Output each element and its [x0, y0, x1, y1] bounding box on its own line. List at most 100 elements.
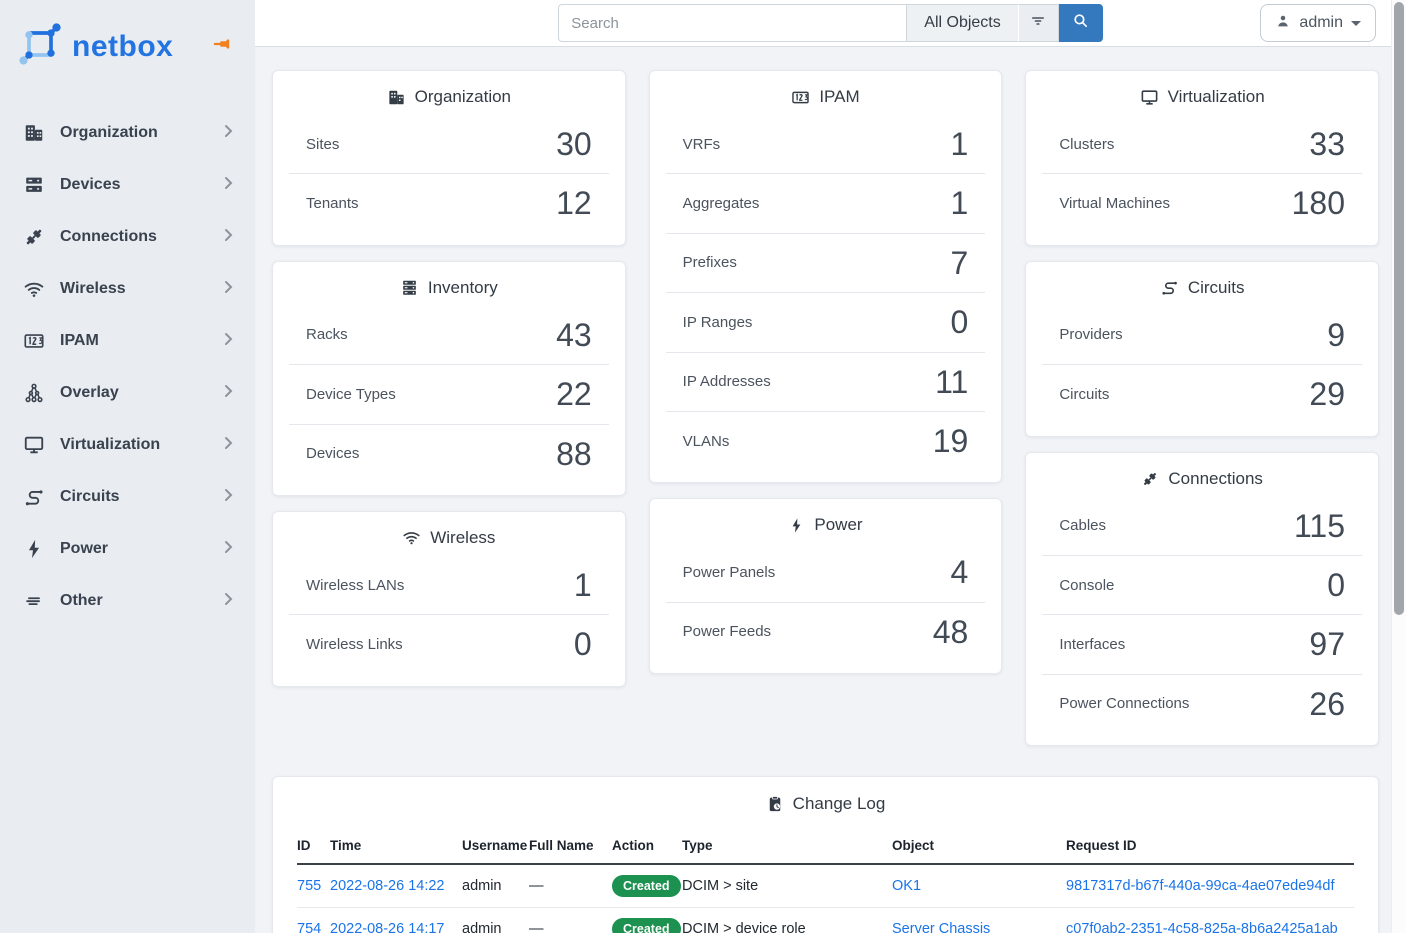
topbar: All Objects admin	[255, 0, 1406, 47]
stat-row-clusters[interactable]: Clusters 33	[1042, 115, 1362, 173]
search-button[interactable]	[1058, 4, 1103, 42]
scrollbar[interactable]	[1391, 0, 1406, 933]
main-area: All Objects admin	[255, 0, 1406, 933]
sidebar-item-virtualization[interactable]: Virtualization	[0, 419, 255, 471]
stat-row-ip-addresses[interactable]: IP Addresses 11	[665, 351, 986, 411]
stat-value: 1	[573, 566, 592, 603]
scrollbar-thumb[interactable]	[1394, 2, 1404, 615]
chevron-right-icon	[224, 384, 233, 403]
card-inventory: Inventory Racks 43 Device Types 22 Devic…	[272, 260, 626, 496]
search-scope-dropdown[interactable]: All Objects	[906, 4, 1018, 42]
stat-row-aggregates[interactable]: Aggregates 1	[665, 173, 986, 232]
sidebar-item-circuits[interactable]: Circuits	[0, 471, 255, 523]
stat-row-providers[interactable]: Providers 9	[1042, 306, 1362, 364]
stat-row-racks[interactable]: Racks 43	[289, 306, 609, 364]
change-full-name: —	[529, 878, 544, 895]
change-object-link[interactable]: Server Chassis	[892, 921, 991, 933]
stat-row-vlans[interactable]: VLANs 19	[665, 410, 986, 470]
stat-row-power-feeds[interactable]: Power Feeds 48	[665, 601, 986, 661]
route-icon	[22, 485, 46, 509]
stat-row-power-connections[interactable]: Power Connections 26	[1042, 673, 1362, 733]
change-log-table: ID Time Username Full Name Action Type O…	[297, 830, 1354, 933]
col-header-type[interactable]: Type	[682, 830, 892, 866]
graph-icon	[22, 381, 46, 405]
card-header: IPAM	[650, 71, 1002, 115]
sidebar-item-label: Other	[60, 592, 103, 609]
stats-column-3: Virtualization Clusters 33 Virtual Machi…	[1025, 70, 1379, 747]
col-header-time[interactable]: Time	[330, 830, 462, 866]
stat-row-device-types[interactable]: Device Types 22	[289, 364, 609, 423]
sidebar-item-devices[interactable]: Devices	[0, 159, 255, 211]
stat-row-tenants[interactable]: Tenants 12	[289, 173, 609, 232]
stat-row-prefixes[interactable]: Prefixes 7	[665, 232, 986, 292]
bolt-icon	[22, 537, 46, 561]
dashboard: Organization Sites 30 Tenants 12	[255, 47, 1406, 933]
stat-row-devices[interactable]: Devices 88	[289, 423, 609, 483]
logo-row: netbox	[0, 14, 255, 85]
stat-row-circuits[interactable]: Circuits 29	[1042, 364, 1362, 423]
stat-row-power-panels[interactable]: Power Panels 4	[666, 543, 986, 601]
stat-value: 4	[950, 554, 969, 591]
stat-value: 180	[1291, 185, 1345, 222]
stat-row-sites[interactable]: Sites 30	[289, 115, 609, 173]
col-header-id[interactable]: ID	[297, 830, 330, 866]
change-id-link[interactable]: 754	[297, 921, 322, 933]
stat-label: Clusters	[1059, 135, 1115, 153]
change-time-link[interactable]: 2022-08-26 14:22	[330, 878, 445, 895]
search-input[interactable]	[558, 4, 907, 42]
col-header-username[interactable]: Username	[462, 830, 529, 866]
stat-label: Device Types	[306, 385, 396, 403]
counter-icon	[22, 329, 46, 353]
col-header-object[interactable]: Object	[892, 830, 1066, 866]
filter-icon	[1029, 12, 1047, 35]
stat-value: 1	[950, 185, 969, 222]
chevron-right-icon	[224, 592, 233, 611]
change-time-link[interactable]: 2022-08-26 14:17	[330, 921, 445, 933]
stat-label: VLANs	[682, 432, 730, 450]
card-header: Connections	[1026, 453, 1378, 497]
stat-label: Console	[1059, 576, 1115, 594]
sidebar-item-other[interactable]: Other	[0, 575, 255, 627]
change-request-id-link[interactable]: c07f0ab2-2351-4c58-825a-8b6a2425a1ab	[1066, 921, 1338, 933]
card-title: IPAM	[819, 87, 860, 106]
change-id-link[interactable]: 755	[297, 878, 322, 895]
sidebar-item-power[interactable]: Power	[0, 523, 255, 575]
stat-row-virtual-machines[interactable]: Virtual Machines 180	[1042, 173, 1362, 232]
brand-name[interactable]: netbox	[72, 29, 174, 63]
filter-button[interactable]	[1017, 4, 1059, 42]
stats-grid: Organization Sites 30 Tenants 12	[272, 70, 1379, 747]
change-object-link[interactable]: OK1	[892, 878, 922, 895]
sidebar-item-organization[interactable]: Organization	[0, 107, 255, 159]
sidebar-item-wireless[interactable]: Wireless	[0, 263, 255, 315]
change-request-id-link[interactable]: 9817317d-b67f-440a-99ca-4ae07ede94df	[1066, 878, 1335, 895]
stat-row-cables[interactable]: Cables 115	[1042, 497, 1362, 555]
stats-column-2: IPAM VRFs 1 Aggregates 1 Prefixes 7	[648, 70, 1003, 675]
stat-row-interfaces[interactable]: Interfaces 97	[1042, 614, 1362, 673]
sidebar-item-overlay[interactable]: Overlay	[0, 367, 255, 419]
stat-row-ip-ranges[interactable]: IP Ranges 0	[665, 292, 986, 351]
stat-row-vrfs[interactable]: VRFs 1	[666, 115, 986, 173]
wifi-icon	[22, 277, 46, 301]
col-header-request-id[interactable]: Request ID	[1066, 830, 1354, 866]
sidebar-item-label: Overlay	[60, 384, 119, 401]
user-menu-button[interactable]: admin	[1260, 4, 1376, 42]
stats-column-1: Organization Sites 30 Tenants 12	[272, 70, 626, 687]
sidebar-item-connections[interactable]: Connections	[0, 211, 255, 263]
netbox-logo-icon[interactable]	[18, 22, 62, 71]
stat-value: 0	[1327, 566, 1345, 603]
cable-plug-icon	[1141, 470, 1159, 488]
sidebar-item-ipam[interactable]: IPAM	[0, 315, 255, 367]
change-username: admin	[462, 878, 502, 895]
stat-value: 29	[1309, 376, 1345, 413]
sidebar-nav: Organization Devices Connections	[0, 107, 255, 627]
stat-row-wireless-lans[interactable]: Wireless LANs 1	[289, 556, 609, 614]
col-header-action[interactable]: Action	[612, 830, 682, 866]
change-type: DCIM > device role	[682, 921, 806, 933]
card-header: Power	[650, 499, 1002, 543]
col-header-full-name[interactable]: Full Name	[529, 830, 612, 866]
stat-value: 12	[556, 185, 592, 222]
stat-row-wireless-links[interactable]: Wireless Links 0	[289, 614, 609, 673]
stat-label: Tenants	[306, 195, 359, 213]
pin-sidebar-icon[interactable]	[213, 36, 231, 57]
stat-row-console[interactable]: Console 0	[1042, 554, 1362, 614]
